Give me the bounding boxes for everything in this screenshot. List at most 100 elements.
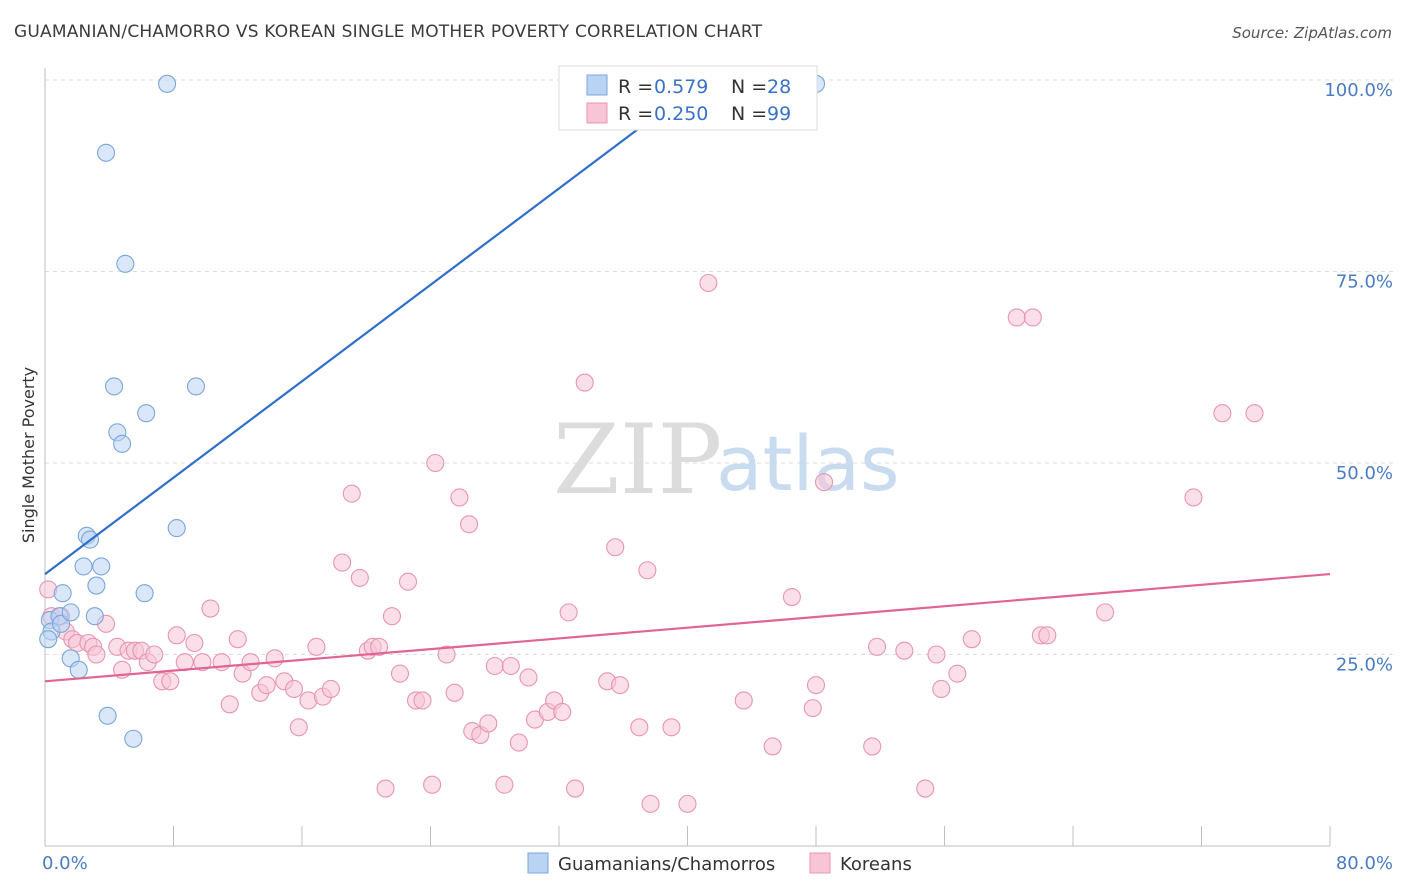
blue-point	[135, 584, 154, 603]
blue-point	[113, 434, 132, 453]
pink-point	[519, 668, 538, 687]
blue-point	[167, 519, 186, 538]
legend-swatch-pink	[586, 102, 608, 124]
pink-point	[662, 718, 681, 737]
pink-point	[638, 561, 657, 580]
pink-point	[201, 599, 220, 618]
pink-point	[863, 737, 882, 756]
pink-point	[437, 645, 456, 664]
trend-lines	[44, 79, 1331, 683]
bottom-legend-swatch-blue	[527, 852, 549, 874]
blue-point	[85, 607, 104, 626]
blue-point	[69, 660, 88, 679]
blue-trend-line	[44, 79, 705, 575]
legend-r-label-1: R =	[618, 76, 653, 98]
pink-point	[559, 603, 578, 622]
pink-point	[509, 733, 528, 752]
blue-point	[39, 630, 58, 649]
y-tick-label: 75.0%	[1336, 272, 1393, 293]
pink-point	[916, 779, 935, 798]
legend-swatch-blue	[586, 74, 608, 96]
pink-point	[398, 572, 418, 591]
pink-point	[927, 645, 946, 664]
pink-point	[1007, 308, 1026, 327]
legend-n-label-1: N =	[731, 76, 767, 98]
watermark-atlas: atlas	[716, 419, 900, 508]
blue-point	[137, 404, 156, 423]
pink-point	[606, 538, 625, 557]
y-tick-label: 100.0%	[1324, 80, 1393, 101]
legend-n-label-2: N =	[731, 103, 767, 125]
axes	[44, 68, 1331, 847]
pink-point	[1096, 603, 1115, 622]
bottom-legend-label-2: Koreans	[840, 854, 912, 875]
blue-point	[124, 729, 143, 748]
bottom-legend-label-1: Guamanians/Chamorros	[558, 854, 775, 875]
x-tick-label: 80.0%	[1336, 853, 1393, 874]
pink-point	[1038, 626, 1057, 645]
pink-point	[289, 718, 308, 737]
legend-r-value-2: 0.250	[654, 103, 708, 125]
pink-point	[678, 794, 697, 813]
pink-point	[814, 473, 834, 492]
y-tick-label: 25.0%	[1336, 655, 1393, 676]
legend-n-value-1: 28	[767, 76, 791, 98]
pink-point	[193, 653, 212, 672]
y-tick-label: 50.0%	[1336, 463, 1393, 484]
watermark-zip: ZIP	[553, 404, 722, 516]
pink-point	[390, 664, 410, 683]
pink-point	[321, 679, 340, 699]
data-points	[39, 74, 1264, 813]
pink-point	[1184, 488, 1203, 507]
pink-point	[241, 653, 260, 672]
pink-point	[1213, 404, 1232, 423]
pink-trend-line	[44, 572, 1331, 683]
pink-point	[350, 568, 369, 587]
bottom-legend-swatch-pink	[809, 852, 831, 874]
pink-point	[145, 645, 164, 664]
blue-point	[74, 557, 93, 576]
pink-point	[806, 676, 826, 695]
pink-point	[185, 633, 204, 653]
pink-point	[803, 699, 822, 718]
blue-point	[158, 74, 177, 93]
pink-point	[734, 691, 753, 710]
pink-point	[333, 553, 352, 572]
x-tick-label: 0.0%	[42, 853, 88, 874]
pink-point	[265, 649, 284, 668]
pink-point	[307, 637, 326, 656]
pink-point	[382, 607, 402, 626]
pink-point	[867, 637, 887, 656]
pink-point	[553, 702, 572, 722]
pink-point	[450, 488, 469, 507]
pink-point	[370, 637, 389, 656]
pink-point	[763, 737, 782, 756]
pink-point	[167, 626, 186, 645]
pink-point	[641, 794, 660, 813]
pink-point	[423, 775, 442, 794]
pink-point	[485, 656, 504, 676]
blue-point	[98, 706, 117, 725]
pink-point	[948, 664, 967, 683]
pink-point	[1245, 404, 1264, 423]
blue-point	[116, 254, 135, 273]
pink-point	[566, 779, 585, 798]
pink-point	[342, 484, 361, 503]
pink-point	[413, 691, 432, 710]
blue-point	[87, 576, 106, 595]
legend-r-label-2: R =	[618, 103, 653, 125]
pink-point	[610, 676, 630, 695]
legend-n-value-2: 99	[767, 103, 791, 125]
blue-point	[53, 584, 72, 603]
pink-point	[87, 645, 106, 664]
pink-point	[962, 630, 981, 649]
pink-point	[284, 679, 304, 699]
pink-point	[1023, 308, 1042, 327]
chart-title: GUAMANIAN/CHAMORRO VS KOREAN SINGLE MOTH…	[14, 22, 763, 42]
blue-point	[186, 377, 206, 396]
blue-point	[61, 603, 80, 622]
pink-point	[479, 714, 498, 733]
pink-point	[895, 641, 914, 660]
pink-point	[257, 676, 276, 695]
